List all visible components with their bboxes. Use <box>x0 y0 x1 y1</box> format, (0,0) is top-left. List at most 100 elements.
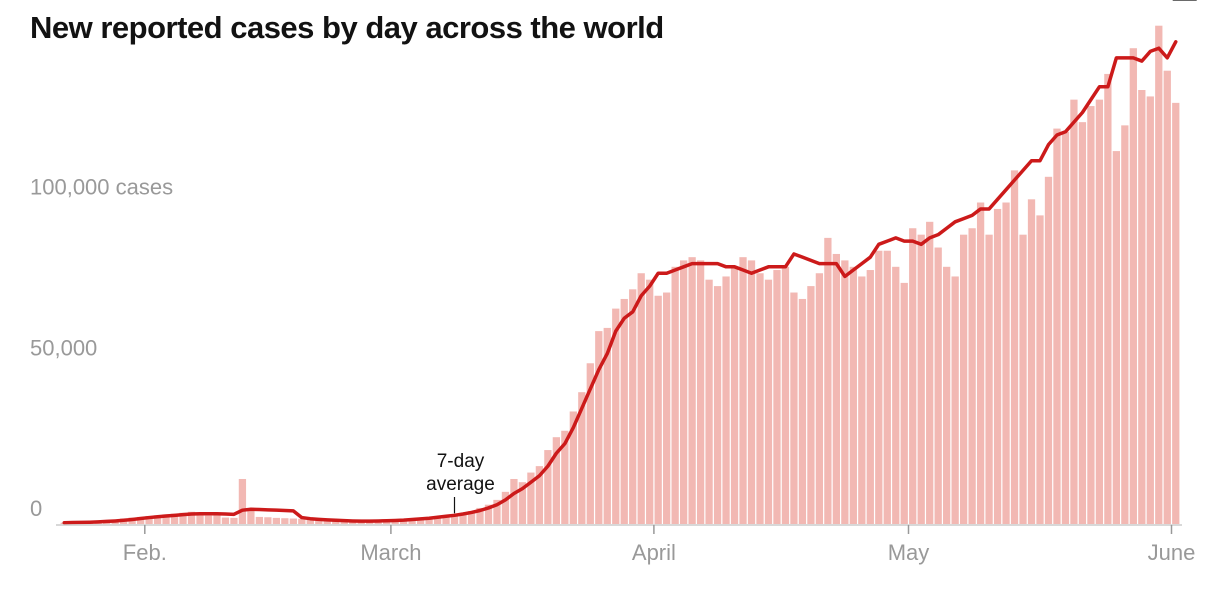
bar <box>459 513 467 524</box>
bar <box>1044 176 1053 525</box>
annotation-label: average <box>426 474 495 495</box>
bar <box>1146 96 1154 525</box>
bar <box>484 504 493 524</box>
bar <box>815 273 824 524</box>
bar <box>629 289 637 524</box>
bar <box>238 478 247 524</box>
bar <box>1121 125 1129 525</box>
bar <box>323 520 331 524</box>
bar <box>968 228 976 525</box>
bar <box>1104 73 1112 525</box>
bar <box>824 237 832 524</box>
bar <box>187 511 196 524</box>
bar <box>747 260 756 524</box>
bar <box>535 466 544 524</box>
bar <box>790 292 798 524</box>
y-axis-labels: 100,000 cases 50,000 0 <box>30 175 173 522</box>
bar <box>849 266 857 524</box>
bar <box>1138 90 1146 524</box>
bar <box>798 298 807 524</box>
bar <box>145 515 153 524</box>
bar <box>713 286 722 524</box>
bar <box>1070 99 1078 524</box>
y-tick-label: 50,000 <box>30 335 97 360</box>
bar <box>926 221 934 524</box>
bar <box>366 521 374 524</box>
bar <box>586 363 594 524</box>
new-cases-bars <box>60 25 1180 525</box>
bar <box>807 286 815 524</box>
bar <box>620 298 628 524</box>
bar <box>1112 151 1120 524</box>
seven-day-average-line <box>62 40 1178 525</box>
bar <box>196 513 204 524</box>
bar <box>230 517 238 524</box>
bar <box>781 266 790 524</box>
bar <box>408 519 416 524</box>
bar <box>1036 215 1044 524</box>
bar <box>1061 131 1070 525</box>
bar <box>739 257 747 524</box>
bar <box>264 517 272 524</box>
bar <box>213 514 221 524</box>
bar <box>1010 170 1019 524</box>
bar <box>696 260 705 524</box>
bar <box>425 518 433 524</box>
bar <box>306 519 314 524</box>
bar <box>204 515 213 524</box>
bar <box>162 514 170 524</box>
bar <box>646 279 654 524</box>
bar <box>552 437 560 524</box>
bar <box>544 450 552 524</box>
bar <box>332 520 340 524</box>
bar <box>179 512 187 524</box>
bar <box>315 519 323 524</box>
bar <box>221 517 230 524</box>
bar <box>289 518 297 524</box>
bar <box>883 250 891 525</box>
bar <box>993 208 1002 524</box>
x-tick-label: May <box>888 540 930 565</box>
bar <box>909 228 917 525</box>
x-tick-label: April <box>632 540 676 565</box>
bar <box>764 279 773 524</box>
bar <box>663 292 671 524</box>
bar <box>866 270 874 524</box>
bar <box>561 430 569 524</box>
bar <box>153 515 162 524</box>
bar <box>281 518 289 524</box>
bar <box>756 273 764 524</box>
bar <box>892 266 900 524</box>
bar <box>1095 99 1104 524</box>
bar <box>527 472 535 524</box>
bar <box>595 331 603 524</box>
bar <box>934 247 942 524</box>
bar <box>578 392 586 524</box>
bar <box>569 411 577 524</box>
bar <box>1129 48 1137 525</box>
bar <box>518 482 527 524</box>
y-tick-label: 0 <box>30 496 42 521</box>
bar <box>1155 25 1163 524</box>
x-axis-ticks: Feb. March April May June <box>123 525 1195 565</box>
bar <box>679 260 688 524</box>
bar <box>247 509 255 524</box>
bar <box>730 266 739 524</box>
bar <box>136 516 145 524</box>
x-tick-label: March <box>360 540 421 565</box>
bar <box>959 234 968 525</box>
bar <box>705 279 713 524</box>
bar <box>841 260 849 524</box>
bar <box>340 520 348 524</box>
bar <box>671 266 679 524</box>
bar <box>976 202 985 524</box>
bar <box>654 295 662 524</box>
chart-title: New reported cases by day across the wor… <box>30 10 664 45</box>
bar <box>476 507 484 524</box>
bar <box>1027 199 1036 525</box>
bar <box>722 276 730 524</box>
bar <box>612 308 620 524</box>
bar <box>943 266 951 524</box>
